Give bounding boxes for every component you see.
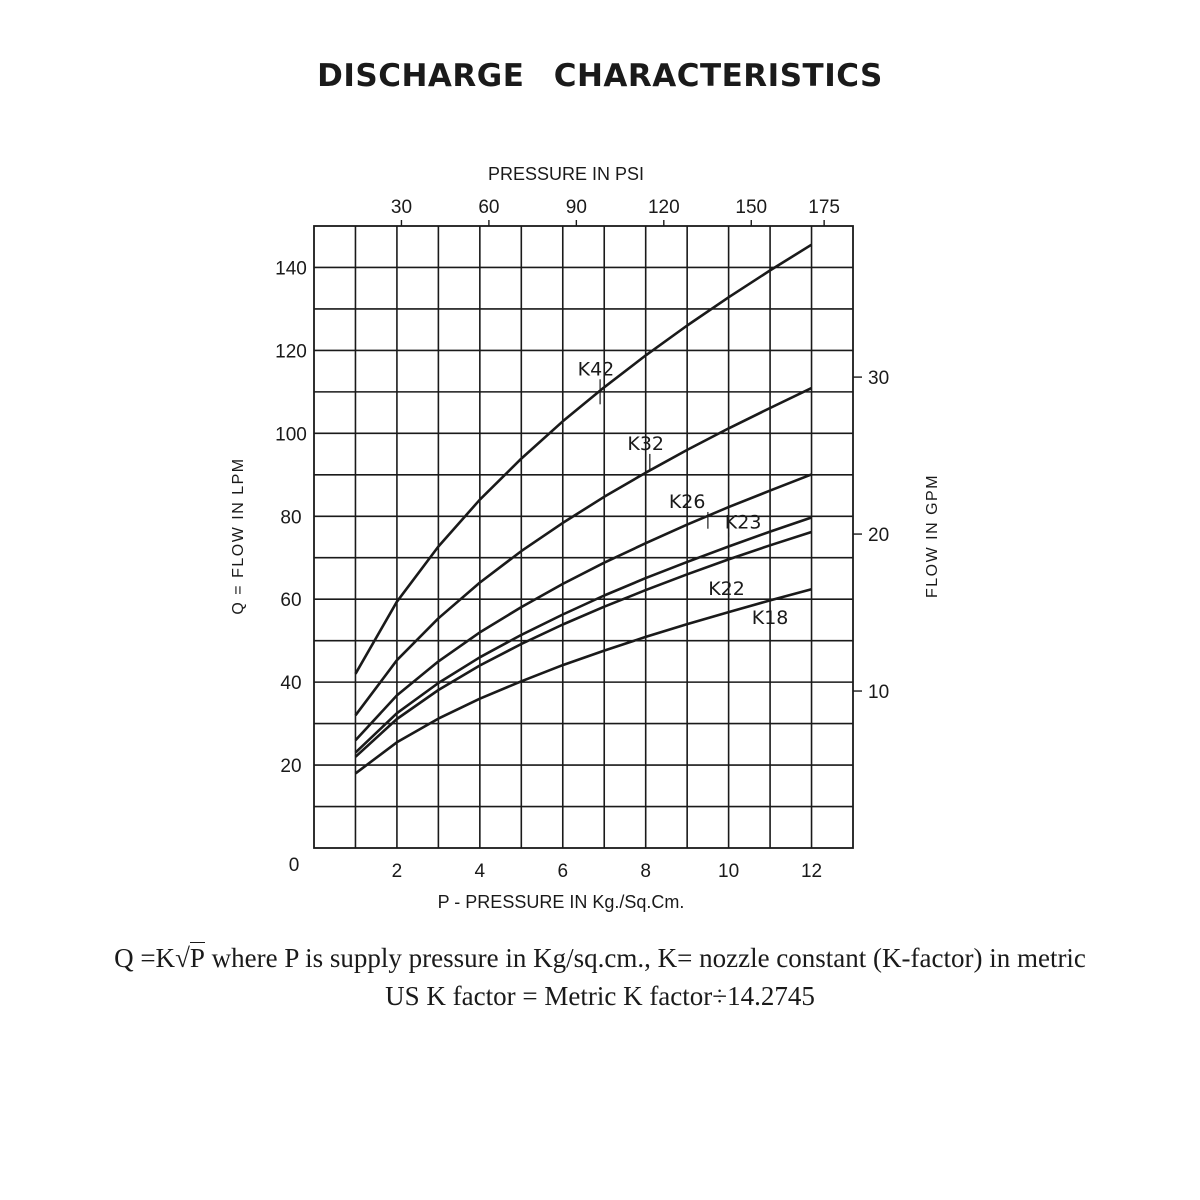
chart-title: DISCHARGE CHARACTERISTICS <box>317 58 883 94</box>
y-right-tick-label: 20 <box>868 525 889 546</box>
x-tick-label: 2 <box>392 861 403 882</box>
x-top-tick-label: 90 <box>566 197 587 218</box>
series-label-k26: K26 <box>669 491 706 513</box>
series-line-k32 <box>354 386 813 717</box>
series-label-k22: K22 <box>708 578 745 600</box>
series-line-k23 <box>354 516 812 754</box>
series-line-k26 <box>354 473 812 742</box>
x-top-tick-label: 60 <box>478 197 499 218</box>
x-top-tick-label: 30 <box>391 197 412 218</box>
grid <box>313 225 854 849</box>
sqrt-sign: √ <box>175 943 190 973</box>
x-top-tick-label: 120 <box>648 197 680 218</box>
y-axis-label: Q = FLOW IN LPM <box>230 457 247 614</box>
series-label-k42: K42 <box>578 358 615 380</box>
plot-frame <box>313 225 854 849</box>
y-tick-label: 120 <box>275 341 307 362</box>
formula-line-1: Q =K√P where P is supply pressure in Kg/… <box>0 942 1200 974</box>
y-tick-label: 140 <box>275 258 307 279</box>
y-right-axis-label: FLOW IN GPM <box>924 474 941 598</box>
y-tick-label: 100 <box>275 424 307 445</box>
formula-prefix: Q =K <box>114 943 176 973</box>
x-tick-label-zero: 0 <box>289 855 300 876</box>
x-tick-label: 8 <box>640 861 651 882</box>
formula-radicand: P <box>189 942 205 973</box>
series-label-k32: K32 <box>627 433 664 455</box>
formula-line-2: US K factor = Metric K factor÷14.2745 <box>385 981 815 1011</box>
x-axis-label: P - PRESSURE IN Kg./Sq.Cm. <box>438 892 685 912</box>
x-tick-label: 4 <box>475 861 486 882</box>
series-label-k23: K23 <box>725 512 762 534</box>
series-line-k22 <box>354 530 812 758</box>
formula-suffix: where P is supply pressure in Kg/sq.cm.,… <box>204 943 1086 973</box>
series-line-k18 <box>354 587 812 775</box>
series-lines <box>354 243 813 775</box>
series-line-k42 <box>354 243 813 675</box>
y-tick-label: 80 <box>280 507 301 528</box>
x-top-tick-label: 175 <box>808 197 840 218</box>
y-tick-label: 40 <box>280 673 301 694</box>
x-tick-label: 6 <box>557 861 568 882</box>
x-tick-label: 10 <box>718 861 739 882</box>
y-right-tick-label: 10 <box>868 682 889 703</box>
axes: 0 2 4 6 8 10 12 P - PRESSURE IN Kg./Sq.Cm. PRESS… <box>230 164 941 912</box>
x-top-axis-label: PRESSURE IN PSI <box>488 164 644 184</box>
y-right-tick-label: 30 <box>868 368 889 389</box>
x-top-tick-label: 150 <box>735 197 767 218</box>
sqrt-icon: √P <box>175 942 205 974</box>
y-tick-label: 20 <box>280 756 301 777</box>
y-tick-label: 60 <box>280 590 301 611</box>
x-tick-label: 12 <box>801 861 822 882</box>
